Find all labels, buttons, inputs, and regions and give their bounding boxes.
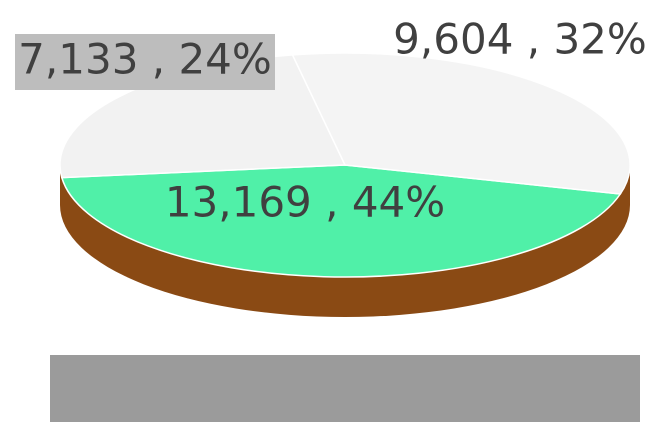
data-label: 9,604 , 32% bbox=[393, 15, 647, 64]
data-label: 7,133 , 24% bbox=[18, 35, 272, 84]
label-background bbox=[15, 34, 275, 90]
pie-slice bbox=[291, 52, 631, 195]
data-label: 13,169 , 44% bbox=[165, 178, 445, 227]
pie-slice bbox=[60, 164, 622, 278]
backdrop bbox=[50, 355, 640, 422]
